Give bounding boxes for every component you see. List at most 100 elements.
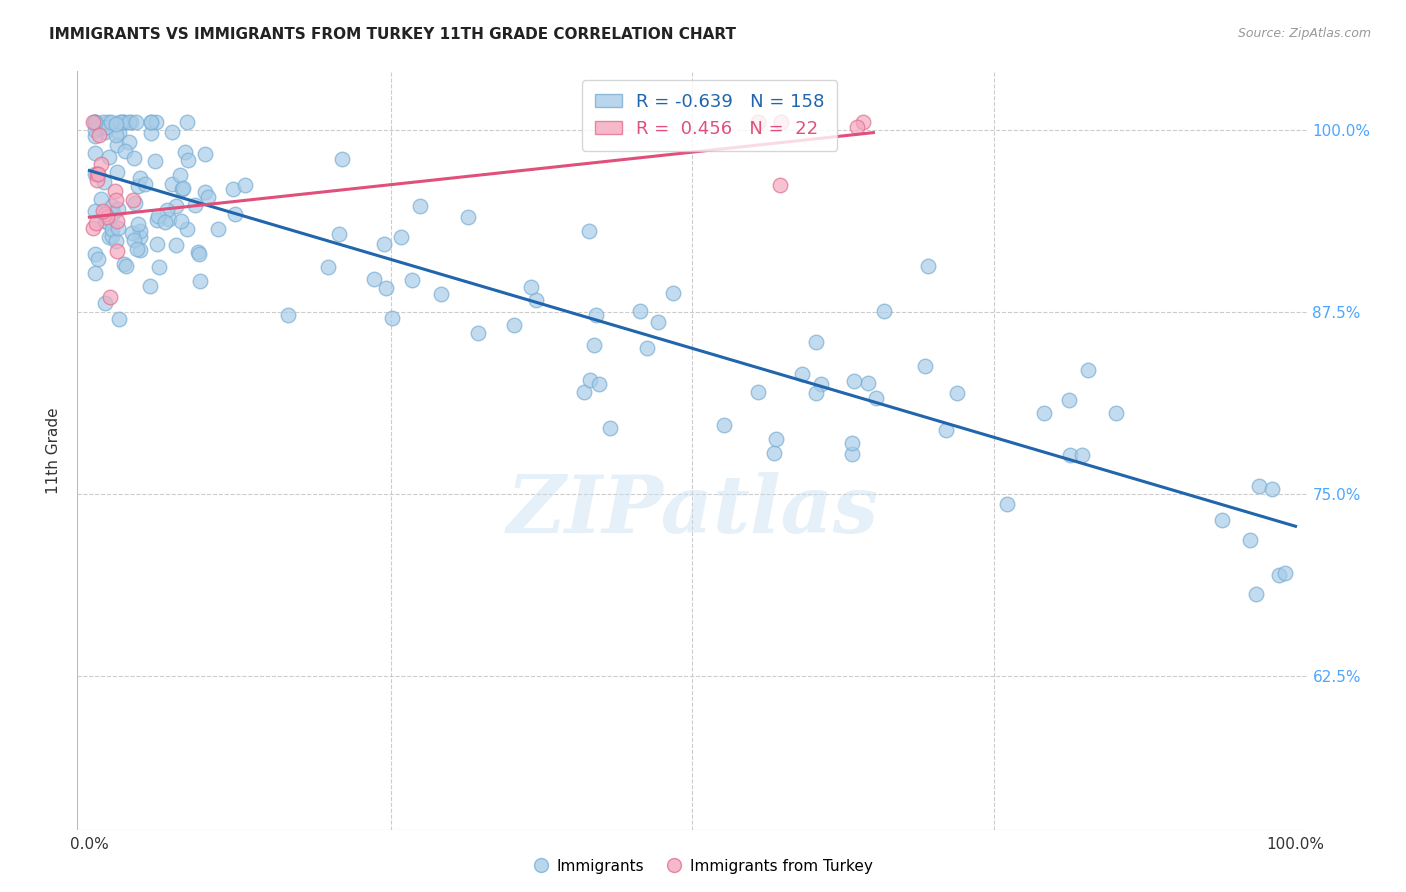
Point xyxy=(87,128,110,143)
Point xyxy=(945,385,967,400)
Point xyxy=(160,177,183,191)
Point xyxy=(110,115,132,129)
Point xyxy=(91,204,114,219)
Point xyxy=(87,252,110,266)
Point xyxy=(995,497,1018,511)
Point xyxy=(94,120,117,134)
Point xyxy=(845,120,868,134)
Point xyxy=(810,377,832,392)
Point xyxy=(128,170,150,185)
Point xyxy=(519,280,541,294)
Point xyxy=(172,181,194,195)
Point xyxy=(865,392,887,406)
Point xyxy=(110,115,132,129)
Point xyxy=(105,117,128,131)
Point xyxy=(572,385,595,400)
Point xyxy=(90,157,112,171)
Point xyxy=(194,147,217,161)
Point xyxy=(84,266,107,280)
Point xyxy=(127,242,149,256)
Point xyxy=(747,115,769,129)
Point xyxy=(146,237,169,252)
Legend: Immigrants, Immigrants from Turkey: Immigrants, Immigrants from Turkey xyxy=(527,853,879,880)
Point xyxy=(169,168,191,182)
Point xyxy=(165,237,187,252)
Point xyxy=(94,207,117,221)
Point xyxy=(856,376,879,391)
Point xyxy=(183,198,205,212)
Point xyxy=(96,120,118,135)
Point xyxy=(578,224,600,238)
Point xyxy=(176,115,198,129)
Point xyxy=(84,146,107,161)
Point xyxy=(599,421,621,435)
Point xyxy=(139,126,162,140)
Point xyxy=(156,202,179,217)
Point xyxy=(84,115,107,129)
Point xyxy=(373,237,395,252)
Point xyxy=(157,211,180,226)
Point xyxy=(107,311,129,326)
Point xyxy=(1077,363,1099,377)
Point xyxy=(935,423,957,437)
Point xyxy=(104,234,127,248)
Point xyxy=(1059,448,1081,462)
Point xyxy=(101,221,124,235)
Point xyxy=(1033,406,1056,420)
Point xyxy=(120,115,142,129)
Point xyxy=(1249,479,1271,493)
Point xyxy=(105,165,128,179)
Point xyxy=(769,115,792,129)
Point xyxy=(94,125,117,139)
Point xyxy=(112,257,135,271)
Point xyxy=(174,145,197,160)
Point xyxy=(233,178,256,193)
Point xyxy=(330,153,353,167)
Point xyxy=(153,214,176,228)
Point xyxy=(176,222,198,236)
Point xyxy=(277,308,299,322)
Point xyxy=(363,272,385,286)
Point xyxy=(107,202,129,216)
Point xyxy=(94,296,117,310)
Point xyxy=(162,125,184,139)
Point xyxy=(84,216,107,230)
Point xyxy=(841,447,863,461)
Point xyxy=(128,224,150,238)
Point xyxy=(93,175,115,189)
Point xyxy=(117,115,139,129)
Point xyxy=(125,115,148,129)
Point xyxy=(84,115,107,129)
Point xyxy=(145,115,167,129)
Point xyxy=(467,326,489,340)
Point xyxy=(127,217,149,231)
Point xyxy=(381,310,404,325)
Point xyxy=(1268,568,1291,582)
Point xyxy=(111,115,134,129)
Point xyxy=(763,446,786,460)
Point xyxy=(94,214,117,228)
Point xyxy=(107,214,129,228)
Point xyxy=(105,137,128,152)
Point xyxy=(1239,533,1261,547)
Point xyxy=(207,222,229,236)
Point xyxy=(221,182,243,196)
Point xyxy=(170,182,193,196)
Point xyxy=(647,315,669,329)
Point xyxy=(1105,407,1128,421)
Point xyxy=(86,173,108,187)
Point xyxy=(148,209,170,223)
Point xyxy=(188,274,211,288)
Point xyxy=(121,226,143,240)
Point xyxy=(769,178,792,193)
Point xyxy=(374,280,396,294)
Point xyxy=(104,185,127,199)
Point xyxy=(84,203,107,218)
Point xyxy=(90,192,112,206)
Point xyxy=(101,228,124,243)
Point xyxy=(408,199,430,213)
Point xyxy=(804,334,827,349)
Point xyxy=(579,374,602,388)
Point xyxy=(84,128,107,143)
Point xyxy=(588,377,610,392)
